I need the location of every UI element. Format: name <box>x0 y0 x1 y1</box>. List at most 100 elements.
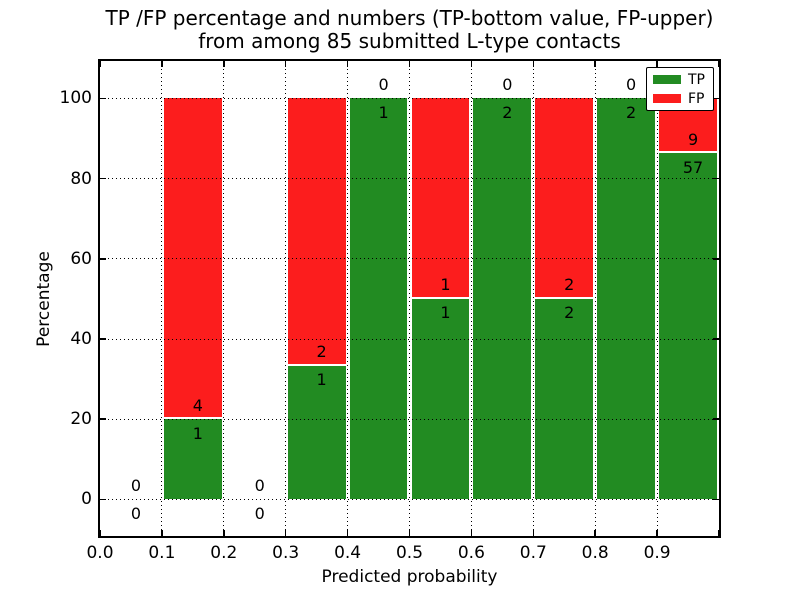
bar-segment-tp <box>163 419 222 500</box>
y-tick-mark-right <box>713 177 719 180</box>
x-axis-label: Predicted probability <box>321 567 498 587</box>
x-tick-mark-top <box>284 61 287 67</box>
bar-annotation-tp-count: 0 <box>130 503 142 523</box>
gridline-x-0.2 <box>223 61 225 536</box>
bar-annotation-tp-count: 2 <box>564 303 575 323</box>
bar-annotation-fp-count: 0 <box>378 74 389 94</box>
legend-swatch-tp <box>653 75 681 84</box>
chart-title: TP /FP percentage and numbers (TP-bottom… <box>100 7 719 53</box>
x-tick-mark <box>284 530 287 536</box>
bar-annotation-fp-count: 0 <box>130 475 142 495</box>
x-tick-mark-top <box>656 61 658 67</box>
bar-segment-fp <box>287 98 346 364</box>
x-tick-mark <box>656 530 658 536</box>
bar-segment-tp <box>473 98 532 500</box>
x-tick-label: 0.3 <box>272 543 300 563</box>
x-tick-mark <box>223 530 225 536</box>
legend-label-tp: TP <box>688 71 705 88</box>
bar-annotation-fp-count: 2 <box>316 342 327 362</box>
x-tick-mark-top <box>532 61 535 67</box>
bar-annotation-fp-count: 4 <box>192 395 203 415</box>
chart-title-line-1: TP /FP percentage and numbers (TP-bottom… <box>105 6 714 30</box>
bar-segment-tp <box>535 298 594 500</box>
y-tick-mark <box>100 498 106 501</box>
legend-row-tp: TP <box>647 73 713 87</box>
legend: TP FP <box>646 67 714 111</box>
x-tick-label: 0.9 <box>643 543 671 563</box>
bar-annotation-tp-count: 1 <box>378 102 389 122</box>
x-tick-label: 0.6 <box>457 543 485 563</box>
legend-swatch-fp <box>653 94 681 103</box>
x-tick-mark <box>161 530 163 536</box>
x-tick-mark-top <box>408 61 411 67</box>
gridline-x-0.4 <box>347 61 349 536</box>
bar-annotation-fp-count: 0 <box>626 74 637 94</box>
bar-annotation-tp-count: 0 <box>254 503 265 523</box>
bar-segment-tp <box>349 98 408 500</box>
x-tick-label: 0.4 <box>334 543 362 563</box>
gridline-x-0.3 <box>285 61 287 536</box>
gridline-x-0.7 <box>532 61 534 536</box>
x-tick-mark-top <box>718 61 720 67</box>
bar-annotation-fp-count: 9 <box>687 129 699 149</box>
y-tick-mark-right <box>713 258 719 260</box>
bar-segment-fp <box>535 98 594 297</box>
y-tick-label: 100 <box>59 88 92 109</box>
bar-segment-tp <box>659 153 717 500</box>
x-tick-mark <box>532 530 535 536</box>
bar-annotation-fp-count: 0 <box>502 74 513 94</box>
gridline-x-0.8 <box>594 61 596 536</box>
bar-segment-fp <box>163 98 222 418</box>
legend-label-fp: FP <box>688 90 705 107</box>
y-axis-label: Percentage <box>34 251 54 347</box>
y-tick-label: 20 <box>70 409 92 430</box>
x-tick-mark <box>99 530 101 536</box>
x-tick-mark-top <box>346 61 349 67</box>
x-tick-label: 0.8 <box>581 543 609 563</box>
x-tick-mark-top <box>99 61 101 67</box>
x-tick-label: 0.7 <box>519 543 547 563</box>
x-tick-label: 0.0 <box>86 543 114 563</box>
gridline-x-0.6 <box>470 61 472 536</box>
bar-annotation-tp-count: 1 <box>316 370 327 390</box>
bar-segment-tp <box>597 98 656 500</box>
legend-row-fp: FP <box>647 92 713 106</box>
bar-annotation-tp-count: 57 <box>682 157 704 177</box>
bar-annotation-tp-count: 2 <box>502 102 513 122</box>
x-tick-mark <box>594 530 596 536</box>
x-tick-mark-top <box>470 61 473 67</box>
x-tick-label: 0.1 <box>148 543 176 563</box>
bar-annotation-tp-count: 1 <box>192 423 203 443</box>
bar-annotation-fp-count: 2 <box>564 275 575 295</box>
x-tick-label: 0.2 <box>210 543 238 563</box>
bar-annotation-fp-count: 1 <box>440 275 451 295</box>
gridline-x-0.9 <box>656 61 658 536</box>
y-tick-mark <box>100 258 106 260</box>
bar-segment-tp <box>287 365 346 500</box>
x-tick-mark-top <box>161 61 163 67</box>
x-tick-mark <box>718 530 720 536</box>
bar-annotation-tp-count: 1 <box>440 303 451 323</box>
y-tick-mark <box>100 97 106 100</box>
gridline-x-0.1 <box>161 61 163 536</box>
y-tick-mark <box>100 338 106 340</box>
x-tick-mark <box>346 530 349 536</box>
x-tick-mark <box>408 530 411 536</box>
y-tick-mark <box>100 418 106 420</box>
y-tick-mark-right <box>713 498 719 501</box>
bar-segment-fp <box>411 98 470 297</box>
y-tick-mark <box>100 177 106 180</box>
x-tick-mark-top <box>223 61 225 67</box>
bar-annotation-tp-count: 2 <box>626 102 637 122</box>
y-tick-label: 80 <box>70 168 92 189</box>
chart-title-line-2: from among 85 submitted L-type contacts <box>198 29 621 53</box>
x-tick-mark <box>470 530 473 536</box>
gridline-x-0.5 <box>409 61 410 536</box>
y-tick-label: 60 <box>70 248 92 269</box>
y-tick-label: 0 <box>81 489 92 510</box>
y-tick-mark-right <box>713 97 719 100</box>
plot-area: 0.0 0.1 0.2 0.3 0.4 0.5 0.6 0.7 0.8 0.9 0 20 40 60 80 1… <box>60 59 721 563</box>
bar-segment-tp <box>411 298 470 500</box>
x-tick-mark-top <box>594 61 596 67</box>
